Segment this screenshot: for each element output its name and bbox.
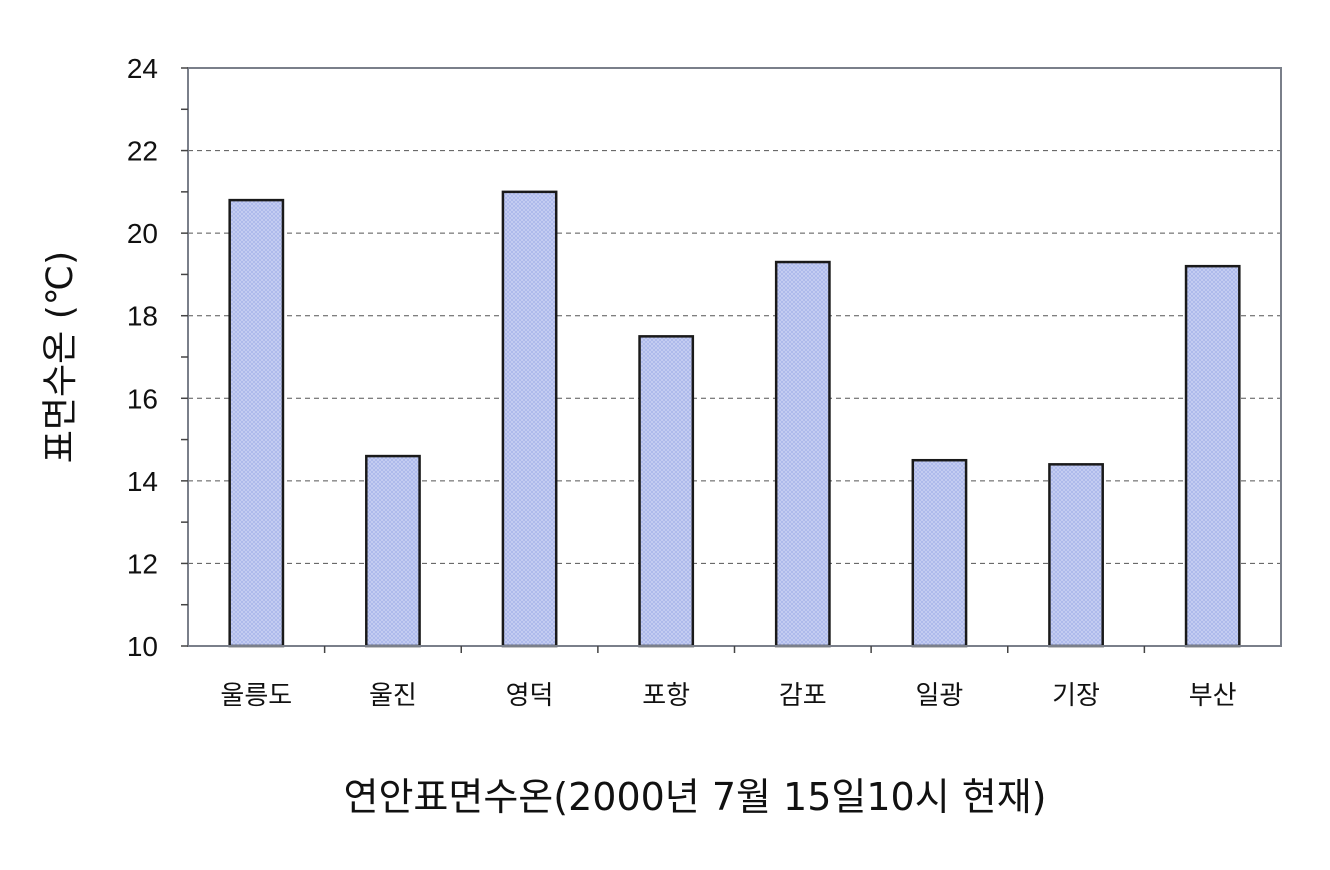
- x-tick-label: 울진: [369, 681, 417, 711]
- y-tick-label: 16: [127, 383, 158, 414]
- y-tick-label: 20: [127, 218, 158, 249]
- y-tick-label: 24: [127, 53, 158, 84]
- x-tick-label: 감포: [779, 681, 827, 711]
- axis-ticks: [181, 67, 1146, 653]
- y-tick-labels: 10 12 14 16 18 20 22 24: [127, 53, 158, 662]
- gridlines: [188, 150, 1281, 564]
- bar-4: [638, 335, 695, 648]
- x-tick-label: 기장: [1052, 681, 1100, 711]
- bars: [228, 190, 1241, 648]
- bar-8: [1184, 264, 1241, 648]
- bar-1: [228, 198, 285, 648]
- x-tick-label: 울릉도: [220, 681, 292, 711]
- bar-5: [774, 260, 831, 648]
- y-tick-label: 18: [127, 301, 158, 332]
- x-axis-title: 연안표면수온(2000년 7월 15일10시 현재): [344, 775, 1047, 819]
- x-tick-labels: 울릉도 울진 영덕 포항 감포 일광 기장 부산: [220, 681, 1236, 711]
- y-tick-label: 22: [127, 136, 158, 167]
- x-tick-label: 부산: [1189, 681, 1237, 711]
- bar-2: [365, 454, 421, 648]
- x-tick-label: 일광: [916, 681, 964, 711]
- bar-3: [501, 190, 558, 648]
- y-axis-title: 표면수온 (℃): [40, 251, 81, 463]
- x-tick-label: 포항: [642, 681, 690, 711]
- y-tick-label: 10: [127, 631, 158, 662]
- bar-7: [1048, 463, 1104, 648]
- y-tick-label: 12: [127, 548, 158, 579]
- x-tick-label: 영덕: [506, 681, 554, 711]
- y-tick-label: 14: [127, 466, 158, 497]
- plot-frame: [187, 67, 1282, 647]
- bar-6: [911, 458, 968, 648]
